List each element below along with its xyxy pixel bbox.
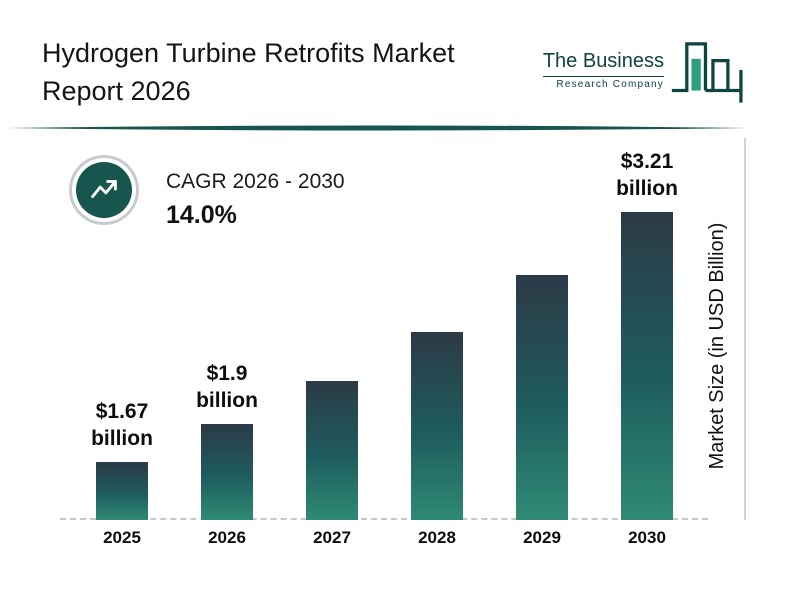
x-axis-label-2029: 2029 <box>523 528 561 547</box>
bar-chart-logo-icon <box>671 42 743 103</box>
growth-arrow-icon <box>76 162 132 218</box>
cagr-label: CAGR 2026 - 2030 <box>166 170 345 193</box>
x-axis-label-2030: 2030 <box>628 528 666 547</box>
logo-text: The Business Research Company <box>542 34 664 90</box>
x-axis-label-2026: 2026 <box>208 528 246 547</box>
cagr-block: CAGR 2026 - 2030 14.0% <box>166 170 345 230</box>
bar-2029 <box>516 275 568 520</box>
x-axis-label-2025: 2025 <box>103 528 141 547</box>
y-axis-line <box>744 138 746 520</box>
bar-2027 <box>306 381 358 520</box>
bar-value-label-2026: $1.9 billion <box>196 362 258 412</box>
bar-2025 <box>96 462 148 520</box>
bar-2030 <box>621 212 673 520</box>
logo-text-secondary: Research Company <box>556 79 664 90</box>
header-divider <box>8 125 748 131</box>
logo-text-primary: The Business <box>542 50 664 77</box>
x-axis-label-2027: 2027 <box>313 528 351 547</box>
page-title-line1: Hydrogen Turbine Retrofits Market <box>42 38 455 68</box>
page-title-line2: Report 2026 <box>42 76 191 106</box>
x-axis-baseline <box>60 518 708 520</box>
x-axis-label-2028: 2028 <box>418 528 456 547</box>
y-axis-title: Market Size (in USD Billion) <box>706 222 728 470</box>
cagr-value: 14.0% <box>166 201 237 229</box>
page-title: Hydrogen Turbine Retrofits Market Report… <box>42 34 542 110</box>
bar-value-label-2030: $3.21 billion <box>616 150 678 200</box>
bar-2028 <box>411 332 463 520</box>
bar-value-label-2025: $1.67 billion <box>91 400 153 450</box>
company-logo: The Business Research Company <box>542 34 754 106</box>
bar-2026 <box>201 424 253 520</box>
